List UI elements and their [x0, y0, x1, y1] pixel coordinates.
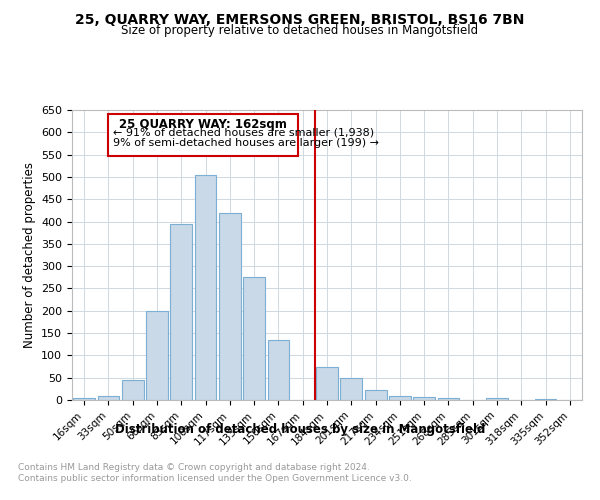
Bar — [413, 398, 435, 400]
Bar — [437, 398, 460, 400]
Bar — [389, 396, 411, 400]
Bar — [365, 390, 386, 400]
Text: Size of property relative to detached houses in Mangotsfield: Size of property relative to detached ho… — [121, 24, 479, 37]
Text: 25 QUARRY WAY: 162sqm: 25 QUARRY WAY: 162sqm — [119, 118, 287, 131]
Bar — [340, 378, 362, 400]
Bar — [243, 278, 265, 400]
Bar — [268, 340, 289, 400]
Bar — [97, 396, 119, 400]
Bar — [73, 398, 95, 400]
Text: 25, QUARRY WAY, EMERSONS GREEN, BRISTOL, BS16 7BN: 25, QUARRY WAY, EMERSONS GREEN, BRISTOL,… — [76, 12, 524, 26]
Text: 9% of semi-detached houses are larger (199) →: 9% of semi-detached houses are larger (1… — [113, 138, 379, 148]
Text: ← 91% of detached houses are smaller (1,938): ← 91% of detached houses are smaller (1,… — [113, 128, 374, 138]
Text: Contains HM Land Registry data © Crown copyright and database right 2024.: Contains HM Land Registry data © Crown c… — [18, 462, 370, 471]
Bar — [194, 174, 217, 400]
Bar — [486, 398, 508, 400]
Y-axis label: Number of detached properties: Number of detached properties — [23, 162, 35, 348]
Bar — [219, 212, 241, 400]
FancyBboxPatch shape — [109, 114, 298, 156]
Bar — [316, 366, 338, 400]
Bar — [146, 311, 168, 400]
Text: Contains public sector information licensed under the Open Government Licence v3: Contains public sector information licen… — [18, 474, 412, 483]
Text: Distribution of detached houses by size in Mangotsfield: Distribution of detached houses by size … — [115, 422, 485, 436]
Bar — [170, 224, 192, 400]
Bar — [122, 380, 143, 400]
Bar — [535, 399, 556, 400]
